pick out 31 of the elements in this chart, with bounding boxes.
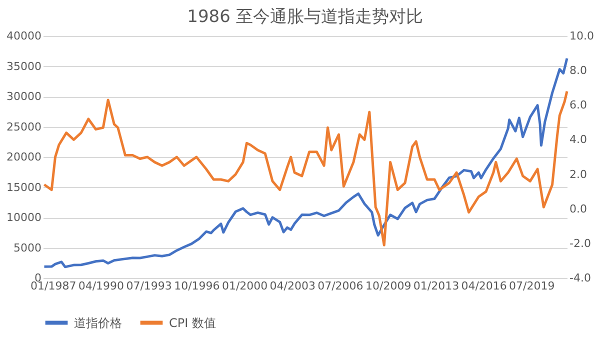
line-series	[43, 57, 568, 268]
y2-tick-label: -2.0	[570, 236, 591, 250]
x-tick-label: 10/2009	[365, 280, 412, 292]
y2-tick-label: 10.0	[570, 30, 594, 42]
y-tick-label: 20000	[6, 150, 42, 164]
y-tick-label: 35000	[6, 60, 42, 73]
x-tick-label: 07/2019	[509, 280, 555, 292]
x-tick-label: 10/1996	[174, 280, 220, 292]
y2-tick-label: 4.0	[570, 133, 587, 146]
y2-tick-label: 2.0	[570, 168, 587, 181]
x-tick-label: 01/2013	[413, 280, 460, 292]
line-series	[43, 90, 568, 246]
y-tick-label: 10000	[6, 211, 42, 224]
y-tick-label: 30000	[6, 90, 42, 103]
x-tick-label: 01/2000	[222, 280, 268, 292]
legend-label: CPI 数值	[169, 316, 216, 330]
y-tick-label: 40000	[6, 30, 42, 42]
chart-title: 1986 至今通胀与道指走势对比	[187, 7, 423, 27]
y2-tick-label: 8.0	[570, 64, 587, 78]
legend-label: 道指价格	[74, 316, 122, 330]
x-tick-label: 04/2003	[270, 280, 316, 292]
x-tick-label: 04/1990	[78, 280, 124, 292]
y2-tick-label: 6.0	[570, 98, 587, 112]
y2-tick-label: -4.0	[570, 272, 591, 284]
y2-tick-label: 0.0	[570, 202, 587, 216]
y-tick-label: 15000	[6, 180, 42, 194]
x-tick-label: 07/2006	[318, 280, 364, 292]
x-tick-label: 07/1993	[126, 280, 172, 292]
x-tick-label: 04/2016	[461, 280, 507, 292]
y-tick-label: 25000	[6, 120, 42, 134]
y-tick-label: 5000	[14, 241, 42, 254]
